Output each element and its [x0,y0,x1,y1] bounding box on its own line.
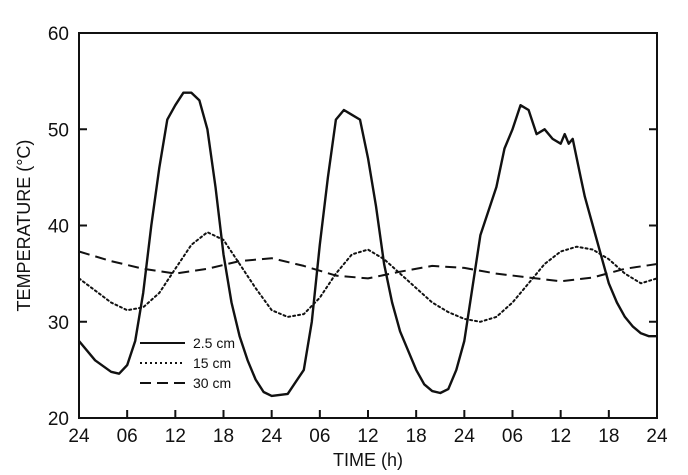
x-tick-label: 06 [309,426,330,447]
legend-label: 30 cm [193,375,231,391]
series-lines [78,91,658,398]
x-tick-label: 12 [550,426,571,447]
x-tick-label: 24 [261,426,283,447]
x-tick-label: 24 [454,426,476,447]
y-tick-label: 40 [48,217,69,238]
series-line-15-cm [78,231,658,323]
x-tick-label: 06 [117,426,138,447]
x-tick-label: 24 [646,426,668,447]
x-tick-label: 18 [598,426,619,447]
x-tick-label: 06 [502,426,523,447]
x-tick-label: 18 [406,426,427,447]
legend: 2.5 cm 15 cm 30 cm [140,335,235,391]
y-tick-label: 20 [48,409,69,430]
legend-label: 2.5 cm [193,335,235,351]
axes: 20 30 40 50 60 24 06 12 18 24 06 12 18 24 06 12 18 24 [48,24,668,447]
x-tick-label: 12 [357,426,378,447]
series-line-2-5-cm [78,91,657,398]
legend-label: 15 cm [193,355,231,371]
y-tick-label: 30 [48,313,69,334]
x-axis-title: TIME (h) [333,450,403,470]
y-axis-title: TEMPERATURE (°C) [14,140,34,312]
y-tick-label: 50 [48,120,69,141]
x-tick-label: 24 [68,426,90,447]
series-line-30-cm [78,250,658,283]
y-tick-label: 60 [48,24,69,45]
x-tick-label: 12 [165,426,186,447]
x-tick-label: 18 [213,426,234,447]
plot-frame [78,32,658,419]
